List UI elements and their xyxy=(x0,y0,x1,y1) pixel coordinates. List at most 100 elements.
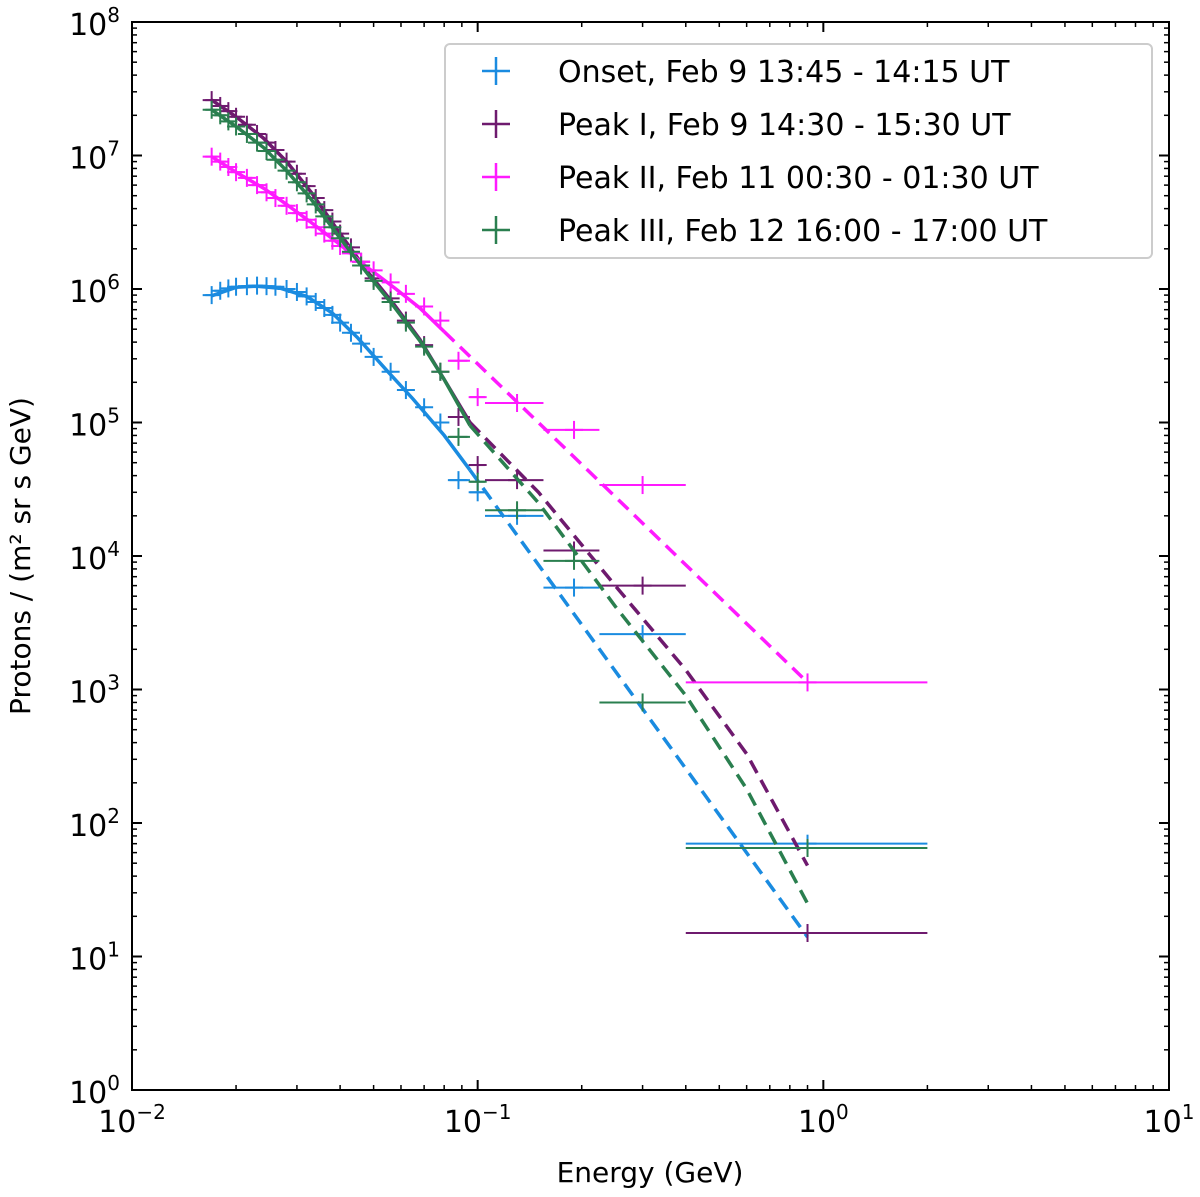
data-point xyxy=(277,161,296,180)
fit-line-solid xyxy=(210,108,472,427)
data-point xyxy=(202,286,221,305)
data-point xyxy=(415,297,434,316)
series-4 xyxy=(202,100,928,905)
data-point xyxy=(468,456,487,475)
data-point xyxy=(381,292,400,311)
data-point xyxy=(543,551,600,570)
data-point xyxy=(287,173,306,192)
data-point xyxy=(277,196,296,215)
legend-item: Onset, Feb 9 13:45 - 14:15 UT xyxy=(482,55,1010,90)
y-tick-label: 104 xyxy=(69,537,120,577)
data-point xyxy=(323,305,342,324)
x-axis-title: Energy (GeV) xyxy=(557,1156,744,1189)
fit-line-dashed xyxy=(468,421,810,867)
y-tick-label: 101 xyxy=(69,938,120,978)
data-point xyxy=(431,362,450,381)
x-tick-label: 101 xyxy=(1144,1100,1195,1140)
data-point xyxy=(484,393,544,412)
fit-line-dashed xyxy=(468,424,810,905)
x-tick-label: 100 xyxy=(798,1100,849,1140)
data-point xyxy=(227,163,246,182)
plot-area xyxy=(202,91,928,942)
y-tick-label: 107 xyxy=(69,137,120,177)
data-point xyxy=(468,388,487,407)
y-tick-label: 108 xyxy=(69,3,120,43)
data-point xyxy=(447,427,470,446)
data-point xyxy=(323,218,342,237)
legend-label: Peak I, Feb 9 14:30 - 15:30 UT xyxy=(558,108,1011,143)
data-point xyxy=(415,398,434,417)
legend-label: Peak III, Feb 12 16:00 - 17:00 UT xyxy=(558,214,1048,249)
data-point xyxy=(306,195,325,214)
data-point xyxy=(431,413,450,432)
data-point xyxy=(599,693,686,712)
x-tick-label: 10−1 xyxy=(444,1100,512,1140)
legend-item: Peak II, Feb 11 00:30 - 01:30 UT xyxy=(482,161,1039,196)
data-point xyxy=(277,280,296,298)
y-axis-title: Protons / (m² sr s GeV) xyxy=(4,397,37,715)
data-point xyxy=(331,229,350,248)
data-point xyxy=(447,351,470,370)
data-point xyxy=(227,117,246,136)
data-point xyxy=(248,133,267,152)
legend-frame xyxy=(444,43,1153,259)
data-point xyxy=(297,210,316,229)
data-point xyxy=(415,337,434,356)
data-point xyxy=(352,256,371,275)
axis-ticks: 10−2 10−1 100 101 100 101 102 103 104 105 106 107 10… xyxy=(69,3,1194,1140)
y-tick-label: 103 xyxy=(69,671,120,711)
data-point xyxy=(484,501,544,520)
y-tick-label: 100 xyxy=(69,1071,120,1111)
legend: Onset, Feb 9 13:45 - 14:15 UT Peak I, Feb… xyxy=(444,43,1153,259)
data-point xyxy=(685,923,928,942)
fit-line-dashed xyxy=(468,469,809,939)
data-point xyxy=(248,176,267,195)
data-point xyxy=(381,273,400,292)
legend-label: Onset, Feb 9 13:45 - 14:15 UT xyxy=(558,55,1010,90)
data-point xyxy=(543,578,600,597)
data-point xyxy=(297,287,316,306)
data-point xyxy=(297,184,316,203)
y-tick-label: 106 xyxy=(69,270,120,310)
data-point xyxy=(315,207,334,226)
data-point xyxy=(685,673,928,692)
data-point xyxy=(396,313,415,332)
x-tick-label: 10−2 xyxy=(98,1100,166,1140)
data-point xyxy=(599,476,686,495)
data-point xyxy=(396,284,415,303)
data-point xyxy=(468,472,487,491)
data-point xyxy=(447,471,470,490)
data-point xyxy=(364,271,383,290)
data-point xyxy=(266,189,285,208)
data-point xyxy=(352,334,371,353)
data-point xyxy=(202,147,221,166)
data-point xyxy=(685,838,928,857)
data-point xyxy=(396,381,415,400)
data-point xyxy=(341,323,360,342)
data-point xyxy=(287,282,306,301)
data-point xyxy=(599,576,686,595)
legend-label: Peak II, Feb 11 00:30 - 01:30 UT xyxy=(558,161,1039,196)
data-point xyxy=(431,311,450,330)
data-point xyxy=(266,277,285,296)
data-point xyxy=(266,150,285,169)
series-1 xyxy=(202,276,928,939)
data-point xyxy=(237,124,256,143)
data-point xyxy=(257,142,276,161)
data-point xyxy=(364,347,383,366)
data-point xyxy=(381,362,400,381)
data-point xyxy=(219,279,238,298)
data-point xyxy=(211,281,230,300)
fit-line-solid xyxy=(210,98,472,424)
legend-item: Peak I, Feb 9 14:30 - 15:30 UT xyxy=(482,108,1011,143)
data-point xyxy=(331,313,350,332)
fit-line-dashed xyxy=(442,330,809,684)
legend-item: Peak III, Feb 12 16:00 - 17:00 UT xyxy=(482,214,1048,249)
y-tick-label: 102 xyxy=(69,804,120,844)
data-point xyxy=(287,204,306,223)
y-tick-label: 105 xyxy=(69,404,120,444)
data-point xyxy=(341,242,360,261)
data-point xyxy=(237,168,256,187)
data-point xyxy=(543,420,600,439)
